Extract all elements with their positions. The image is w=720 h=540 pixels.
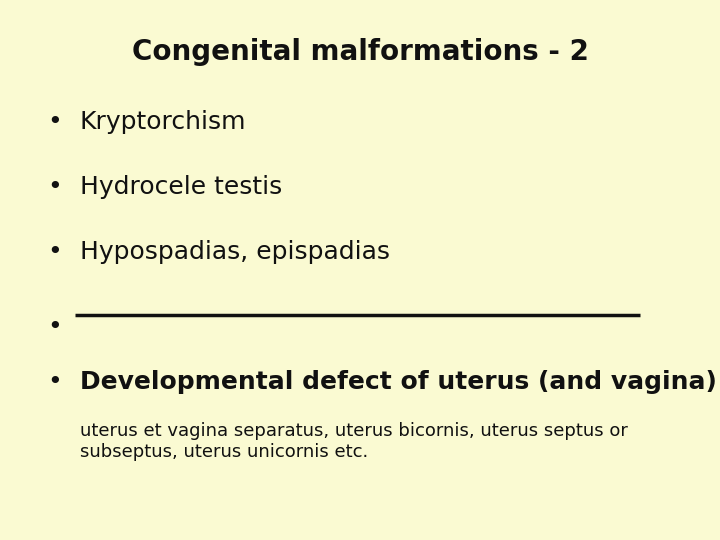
Text: •: • [48, 240, 63, 264]
Text: Developmental defect of uterus (and vagina): Developmental defect of uterus (and vagi… [80, 370, 717, 394]
Text: •: • [48, 370, 63, 394]
Text: Congenital malformations - 2: Congenital malformations - 2 [132, 38, 588, 66]
Text: Hypospadias, epispadias: Hypospadias, epispadias [80, 240, 390, 264]
Text: Hydrocele testis: Hydrocele testis [80, 175, 282, 199]
Text: •: • [48, 315, 63, 339]
Text: uterus et vagina separatus, uterus bicornis, uterus septus or
subseptus, uterus : uterus et vagina separatus, uterus bicor… [80, 422, 628, 461]
Text: •: • [48, 175, 63, 199]
Text: Kryptorchism: Kryptorchism [80, 110, 246, 134]
Text: •: • [48, 110, 63, 134]
